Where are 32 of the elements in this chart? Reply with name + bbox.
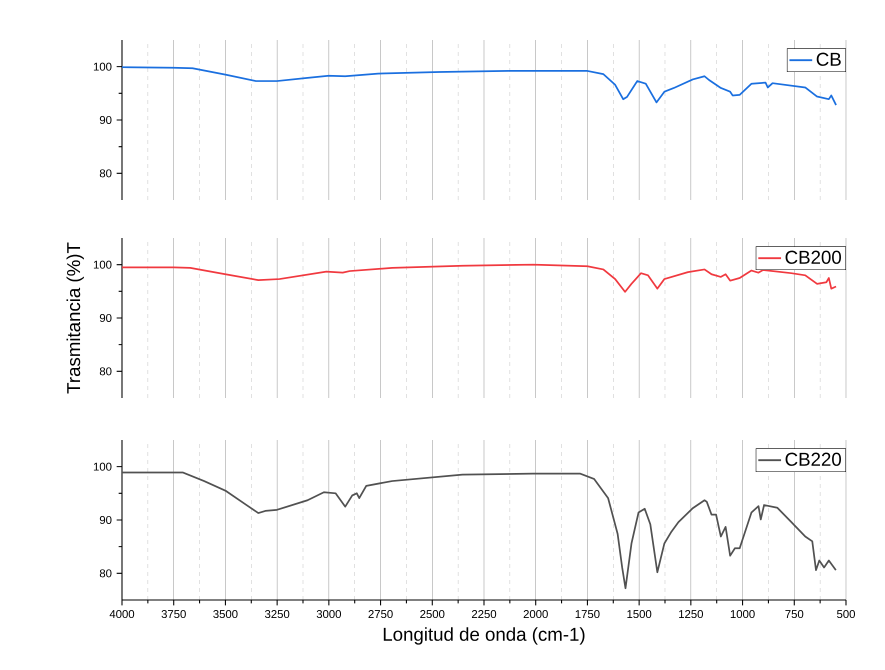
x-tick-label: 3500 <box>213 610 238 618</box>
line-series <box>122 66 837 106</box>
y-tick-label: 100 <box>94 62 112 71</box>
x-tick-label: 2000 <box>524 610 548 618</box>
x-tick-label: 3750 <box>162 610 186 618</box>
y-tick-label: 100 <box>94 462 112 471</box>
x-tick-label: 2750 <box>368 610 393 618</box>
x-tick-label: 3000 <box>316 610 342 618</box>
legend-label: CB220 <box>786 452 841 466</box>
x-tick-label: 2500 <box>420 610 444 618</box>
y-tick-label: 80 <box>100 569 112 578</box>
x-tick-label: 1000 <box>730 610 755 618</box>
x-tick-label: 750 <box>785 610 804 618</box>
y-axis-title: Trasmitancia (%)T <box>66 242 84 394</box>
y-tick-label: 100 <box>94 260 112 269</box>
y-tick-label: 80 <box>100 169 112 178</box>
x-tick-label: 1250 <box>679 610 703 618</box>
legend-label: CB200 <box>786 250 841 264</box>
x-tick-label: 2250 <box>472 610 496 618</box>
y-tick-label: 90 <box>100 516 112 524</box>
x-tick-label: 3250 <box>264 610 290 618</box>
x-tick-label: 1500 <box>627 610 652 618</box>
line-series <box>122 472 837 590</box>
x-tick-label: 500 <box>836 610 855 618</box>
y-tick-label: 90 <box>100 116 112 124</box>
x-axis-title: Longitud de onda (cm-1) <box>384 627 584 645</box>
x-tick-label: 4000 <box>110 610 134 618</box>
line-series <box>122 264 837 293</box>
y-tick-label: 80 <box>100 367 112 376</box>
x-tick-label: 1750 <box>576 610 600 618</box>
legend-label: CB <box>816 52 841 66</box>
y-tick-label: 90 <box>100 314 112 322</box>
